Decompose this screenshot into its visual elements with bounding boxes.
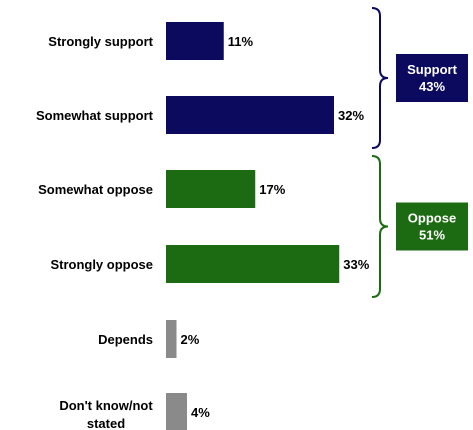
value-label: 4% <box>191 405 210 420</box>
category-label: Strongly oppose <box>50 257 153 272</box>
bar-0 <box>166 22 224 60</box>
value-label: 32% <box>338 108 364 123</box>
value-label: 33% <box>343 257 369 272</box>
bar-5 <box>166 393 187 430</box>
group-label: Oppose 51% <box>408 211 456 243</box>
group-box-oppose <box>396 202 468 251</box>
category-label: Somewhat support <box>36 108 154 123</box>
bar-4 <box>166 320 177 358</box>
bar-2 <box>166 170 256 208</box>
bar-1 <box>166 96 334 134</box>
bar-3 <box>166 245 340 283</box>
category-label: Don't know/not stated <box>59 398 153 430</box>
labels-layer: Strongly support 11% Somewhat support 32% So… <box>36 34 370 430</box>
group-label: Support 43% <box>407 62 457 94</box>
value-label: 17% <box>259 182 285 197</box>
bars-layer <box>166 22 340 430</box>
category-label: Strongly support <box>48 34 153 49</box>
group-brace-oppose <box>371 155 389 298</box>
value-label: 11% <box>228 34 254 49</box>
category-label: Depends <box>98 332 153 347</box>
group-box-support <box>396 54 468 102</box>
group-brace-support <box>371 7 389 149</box>
group-annotations: Support 43% Oppose 51% <box>371 7 468 298</box>
value-label: 2% <box>181 332 200 347</box>
category-label: Somewhat oppose <box>38 182 153 197</box>
